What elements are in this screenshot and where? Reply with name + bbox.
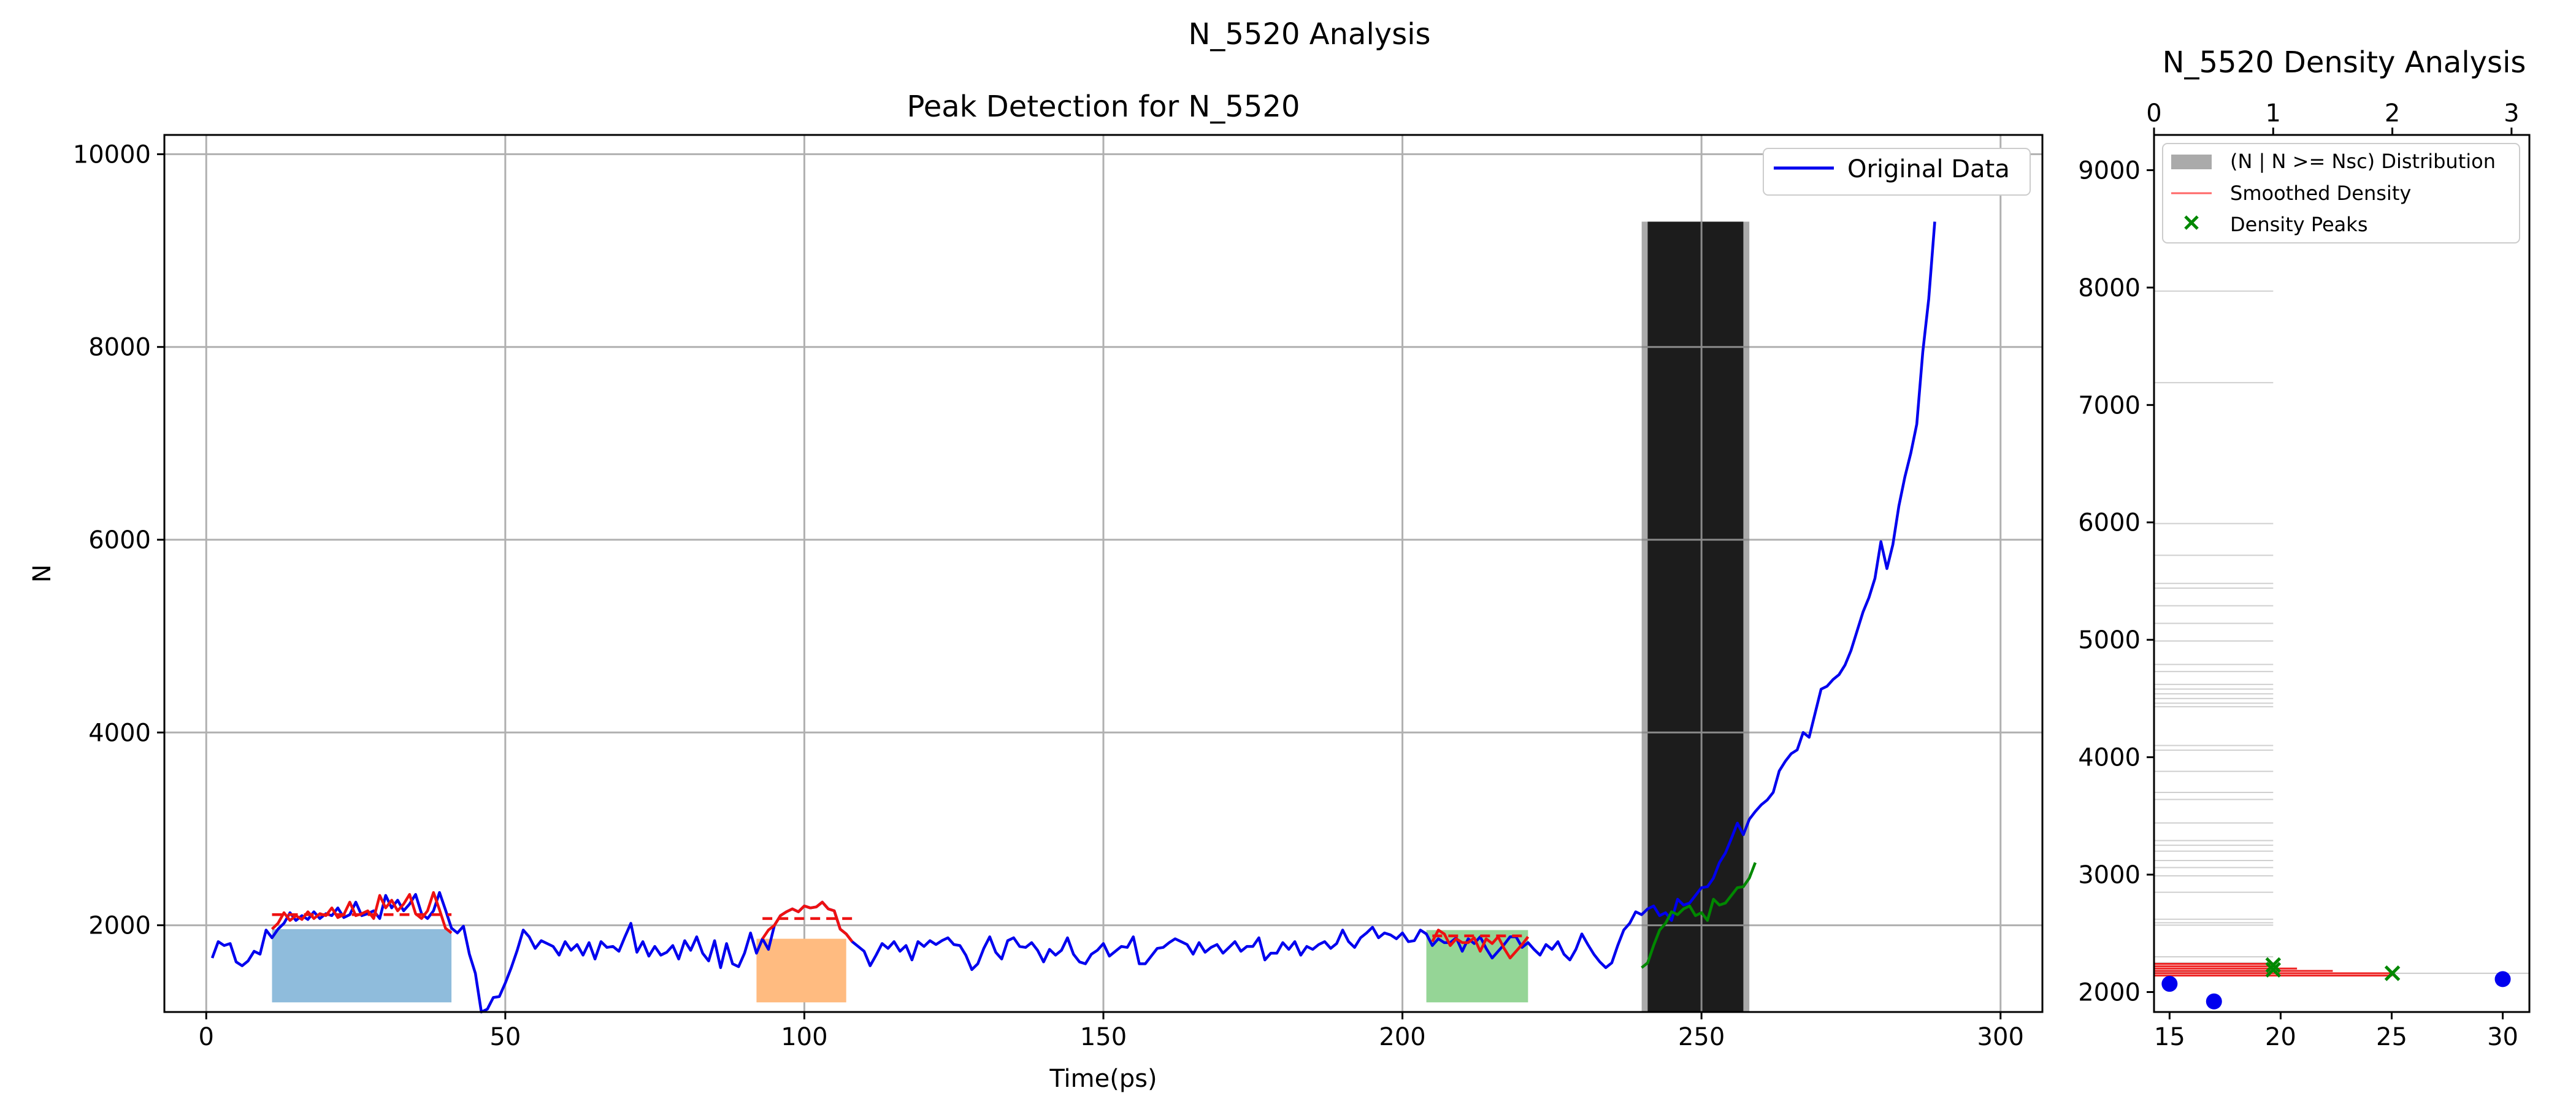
right-y-tick-label: 4000: [2078, 744, 2141, 772]
legend-density-peaks-label: Density Peaks: [2230, 213, 2367, 236]
density-peak-marker: [2265, 957, 2282, 973]
y-tick-label: 4000: [88, 719, 151, 747]
legend-density-peaks-swatch: [2184, 215, 2199, 230]
right-y-ticks: 2000 3000 4000 5000 6000 7000 8000 9000: [2078, 156, 2154, 1006]
right-y-tick-label: 3000: [2078, 861, 2141, 889]
peak-region-1: [272, 929, 452, 1003]
density-point: [2161, 976, 2178, 992]
smoothed-density-lines: [2154, 963, 2529, 977]
legend-original-data-label: Original Data: [1847, 155, 2010, 183]
right-bottom-x-ticks: 15 20 25 30: [2154, 1012, 2518, 1051]
right-chart-title: N_5520 Density Analysis: [2163, 45, 2526, 80]
left-legend: Original Data: [1763, 148, 2031, 196]
bottom-x-tick-label: 25: [2376, 1023, 2407, 1051]
legend-distribution-label: (N | N >= Nsc) Distribution: [2230, 150, 2496, 173]
right-legend-box: [2162, 143, 2520, 243]
bottom-x-tick-label: 15: [2154, 1023, 2185, 1051]
density-peak-marker: [2265, 962, 2282, 978]
y-tick-label: 10000: [73, 140, 151, 169]
threshold-block-fill: [1647, 221, 1744, 1012]
left-chart-title: Peak Detection for N_5520: [907, 90, 1300, 124]
right-y-tick-label: 2000: [2078, 978, 2141, 1006]
density-point: [2494, 971, 2511, 987]
right-y-tick-label: 9000: [2078, 156, 2141, 185]
x-tick-label: 100: [781, 1023, 827, 1051]
peak-regions: [272, 929, 1528, 1003]
top-x-tick-label: 2: [2385, 99, 2400, 128]
figure-title: N_5520 Analysis: [1188, 17, 1430, 52]
x-tick-label: 200: [1379, 1023, 1425, 1051]
peak-1-line: [270, 891, 453, 934]
density-marks: [2161, 957, 2511, 1010]
left-legend-box: [1763, 148, 2031, 196]
left-x-axis-label: Time(ps): [1049, 1065, 1157, 1093]
left-y-axis-label: N: [28, 564, 56, 583]
peak-region-2: [756, 938, 846, 1003]
x-tick-label: 150: [1080, 1023, 1127, 1051]
threshold-block: [1641, 221, 1750, 1012]
left-y-ticks: 2000 4000 6000 8000 10000: [73, 140, 164, 940]
density-peak-stroke: [2265, 957, 2282, 973]
y-tick-label: 8000: [88, 334, 151, 362]
right-y-tick-label: 8000: [2078, 274, 2141, 302]
right-y-tick-label: 5000: [2078, 626, 2141, 654]
peak-3-line: [1431, 929, 1530, 960]
right-y-tick-label: 7000: [2078, 391, 2141, 420]
legend-smoothed-density-label: Smoothed Density: [2230, 182, 2411, 205]
right-legend: (N | N >= Nsc) Distribution Smoothed Den…: [2162, 143, 2520, 243]
left-x-ticks: 0 50 100 150 200 250 300: [199, 1012, 2024, 1051]
bottom-x-tick-label: 20: [2265, 1023, 2296, 1051]
right-plot-frame: [2153, 134, 2531, 1013]
density-peak-marker: [2384, 965, 2401, 981]
x-tick-label: 0: [199, 1023, 214, 1051]
x-tick-label: 50: [489, 1023, 521, 1051]
density-point: [2206, 993, 2222, 1010]
density-peak-stroke: [2384, 965, 2401, 981]
peak-detection-chart: Peak Detection for N_5520 0 50 100 150 200 25…: [28, 90, 2044, 1093]
x-tick-label: 250: [1678, 1023, 1725, 1051]
x-tick-label: 300: [1977, 1023, 2024, 1051]
tail-line: [1641, 862, 1757, 969]
right-y-tick-label: 6000: [2078, 509, 2141, 537]
density-peak-stroke: [2265, 962, 2282, 978]
top-x-tick-label: 3: [2504, 99, 2519, 128]
density-analysis-chart: N_5520 Density Analysis 15 20 25 30 0 1 2 3 20…: [2078, 45, 2531, 1051]
right-plot-area: [2154, 135, 2529, 1012]
peak-2-line: [761, 900, 854, 943]
y-tick-label: 6000: [88, 526, 151, 554]
legend-distribution-swatch: [2171, 155, 2212, 169]
bottom-x-tick-label: 30: [2487, 1023, 2518, 1051]
left-series: [210, 221, 1936, 1014]
original-data-line: [210, 221, 1936, 1014]
top-x-tick-label: 0: [2146, 99, 2161, 128]
y-tick-label: 2000: [88, 912, 151, 940]
right-top-x-ticks: 0 1 2 3: [2146, 99, 2520, 135]
top-x-tick-label: 1: [2266, 99, 2281, 128]
